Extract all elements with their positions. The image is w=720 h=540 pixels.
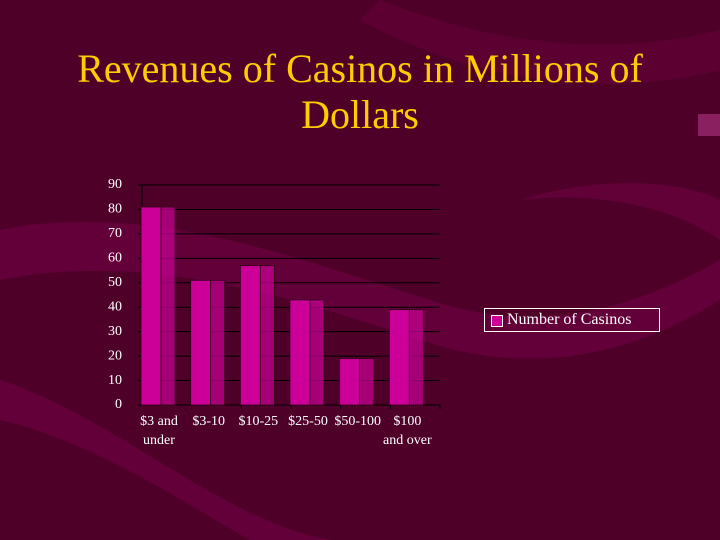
legend: Number of Casinos [484,308,660,332]
x-tick-label: $10-25 [238,414,279,429]
y-tick-label: 50 [108,275,122,290]
bar-front [190,279,212,406]
x-tick-label: $25-50 [288,414,328,429]
y-tick-label: 70 [108,226,122,241]
bar-side [259,265,275,406]
bar-front [388,309,410,406]
x-tick-label: $3-10 [192,414,225,429]
bar-front [339,358,361,406]
legend-label: Number of Casinos [507,311,632,328]
y-tick-label: 80 [108,202,122,217]
y-tick-label: 20 [108,348,122,363]
legend-swatch [491,315,503,327]
bar-side [210,279,226,406]
y-tick-label: 30 [108,324,122,339]
y-tick-label: 0 [115,397,122,412]
bar-side [408,309,424,406]
bar-front [239,265,261,406]
bar-side [359,358,375,406]
x-tick-label: $3 and under [140,414,178,448]
chart-title: Revenues of Casinos in Millions of Dolla… [77,46,643,137]
bar-front [289,299,311,406]
bar-front [140,206,162,406]
x-tick-label: $50-100 [334,414,381,429]
y-tick-label: 60 [108,251,122,266]
y-tick-label: 10 [108,373,122,388]
bar-side [160,206,176,406]
x-tick-label: $100 and over [383,414,432,448]
bar-side [309,299,325,406]
y-tick-label: 40 [108,299,122,314]
y-tick-label: 90 [108,177,122,192]
